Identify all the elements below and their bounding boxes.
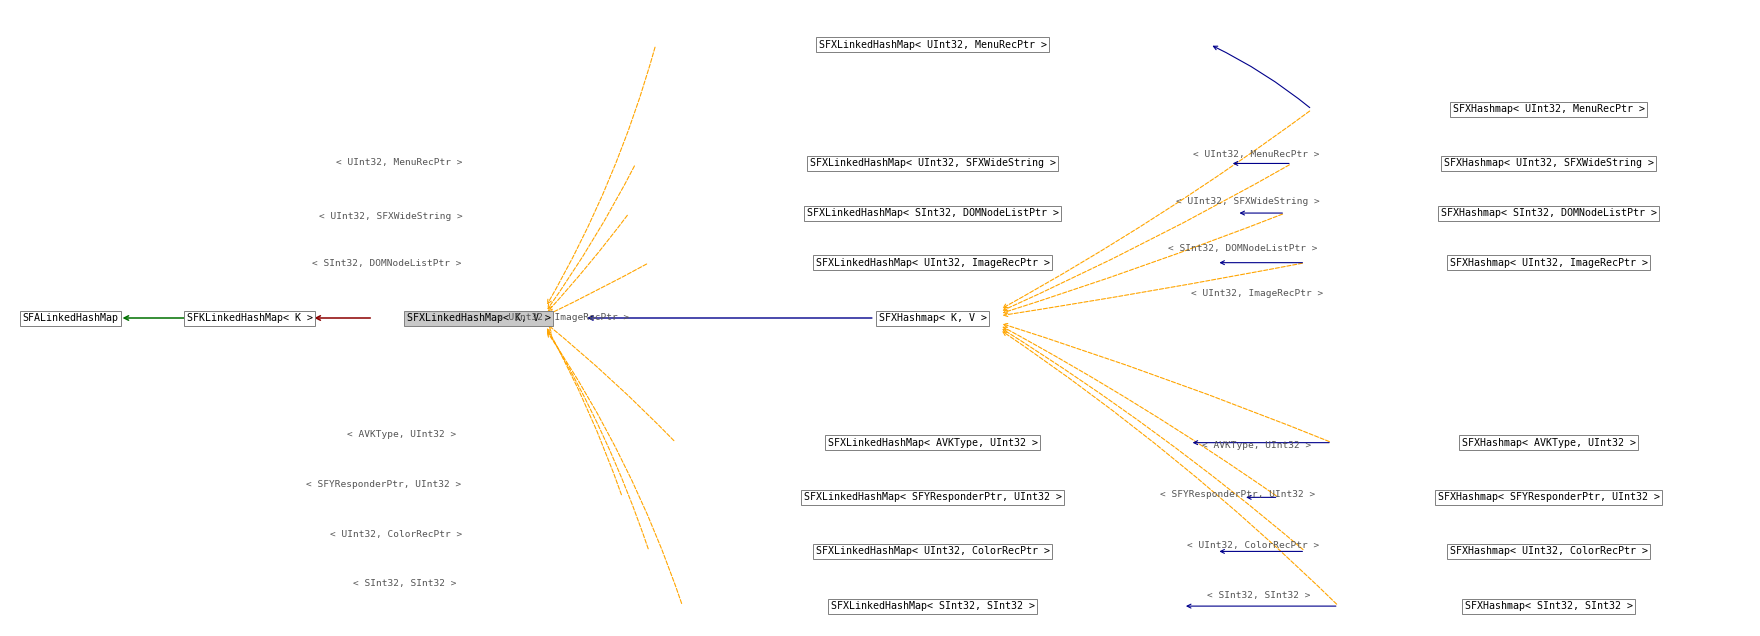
Text: SFXHashmap< UInt32, ColorRecPtr >: SFXHashmap< UInt32, ColorRecPtr > [1450, 546, 1647, 556]
Text: < UInt32, MenuRecPtr >: < UInt32, MenuRecPtr > [1193, 150, 1320, 159]
Text: < UInt32, MenuRecPtr >: < UInt32, MenuRecPtr > [336, 158, 463, 167]
Text: SFXLinkedHashMap< K, V >: SFXLinkedHashMap< K, V > [407, 313, 551, 323]
Text: < UInt32, SFXWideString >: < UInt32, SFXWideString > [1176, 197, 1320, 206]
Text: SFXHashmap< SInt32, SInt32 >: SFXHashmap< SInt32, SInt32 > [1464, 601, 1633, 611]
Text: < SFYResponderPtr, UInt32 >: < SFYResponderPtr, UInt32 > [1160, 490, 1315, 499]
Text: SFXLinkedHashMap< UInt32, MenuRecPtr >: SFXLinkedHashMap< UInt32, MenuRecPtr > [818, 39, 1047, 50]
Text: SFXHashmap< SInt32, DOMNodeListPtr >: SFXHashmap< SInt32, DOMNodeListPtr > [1441, 208, 1656, 218]
Text: < SInt32, SInt32 >: < SInt32, SInt32 > [354, 579, 456, 588]
Text: < UInt32, ColorRecPtr >: < UInt32, ColorRecPtr > [329, 530, 463, 539]
Text: SFALinkedHashMap: SFALinkedHashMap [23, 313, 118, 323]
Text: < UInt32, SFXWideString >: < UInt32, SFXWideString > [319, 212, 463, 221]
Text: SFXHashmap< UInt32, SFXWideString >: SFXHashmap< UInt32, SFXWideString > [1443, 158, 1654, 169]
Text: SFXHashmap< UInt32, ImageRecPtr >: SFXHashmap< UInt32, ImageRecPtr > [1450, 258, 1647, 268]
Text: SFXLinkedHashMap< UInt32, ColorRecPtr >: SFXLinkedHashMap< UInt32, ColorRecPtr > [817, 546, 1049, 556]
Text: SFXHashmap< UInt32, MenuRecPtr >: SFXHashmap< UInt32, MenuRecPtr > [1452, 104, 1646, 114]
Text: SFXLinkedHashMap< SFYResponderPtr, UInt32 >: SFXLinkedHashMap< SFYResponderPtr, UInt3… [804, 492, 1061, 502]
Text: SFKLinkedHashMap< K >: SFKLinkedHashMap< K > [187, 313, 313, 323]
Text: SFXLinkedHashMap< AVKType, UInt32 >: SFXLinkedHashMap< AVKType, UInt32 > [827, 438, 1038, 448]
Text: SFXHashmap< SFYResponderPtr, UInt32 >: SFXHashmap< SFYResponderPtr, UInt32 > [1438, 492, 1660, 502]
Text: < AVKType, UInt32 >: < AVKType, UInt32 > [1202, 441, 1311, 450]
Text: SFXHashmap< K, V >: SFXHashmap< K, V > [878, 313, 987, 323]
Text: < SFYResponderPtr, UInt32 >: < SFYResponderPtr, UInt32 > [306, 480, 461, 489]
Text: < AVKType, UInt32 >: < AVKType, UInt32 > [347, 430, 456, 439]
Text: SFXLinkedHashMap< SInt32, DOMNodeListPtr >: SFXLinkedHashMap< SInt32, DOMNodeListPtr… [806, 208, 1060, 218]
Text: < UInt32, ColorRecPtr >: < UInt32, ColorRecPtr > [1186, 541, 1320, 550]
Text: SFXHashmap< AVKType, UInt32 >: SFXHashmap< AVKType, UInt32 > [1463, 438, 1635, 448]
Text: < SInt32, SInt32 >: < SInt32, SInt32 > [1207, 591, 1309, 600]
Text: SFXLinkedHashMap< SInt32, SInt32 >: SFXLinkedHashMap< SInt32, SInt32 > [831, 601, 1035, 611]
Text: SFXLinkedHashMap< UInt32, SFXWideString >: SFXLinkedHashMap< UInt32, SFXWideString … [810, 158, 1056, 169]
Text: < SInt32, DOMNodeListPtr >: < SInt32, DOMNodeListPtr > [1169, 244, 1316, 252]
Text: < UInt32, ImageRecPtr >: < UInt32, ImageRecPtr > [496, 314, 630, 322]
Text: < UInt32, ImageRecPtr >: < UInt32, ImageRecPtr > [1190, 289, 1324, 298]
Text: < SInt32, DOMNodeListPtr >: < SInt32, DOMNodeListPtr > [313, 259, 461, 268]
Text: SFXLinkedHashMap< UInt32, ImageRecPtr >: SFXLinkedHashMap< UInt32, ImageRecPtr > [817, 258, 1049, 268]
